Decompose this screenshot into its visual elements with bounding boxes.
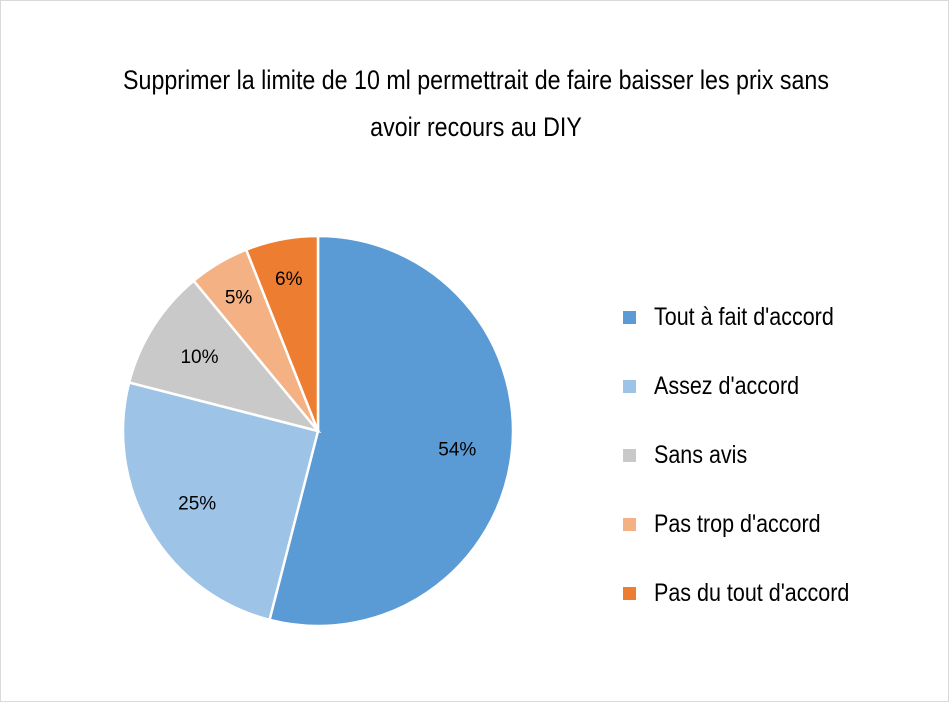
legend-swatch: [623, 449, 636, 462]
legend-label: Sans avis: [654, 441, 748, 469]
legend-item-4: Pas trop d'accord: [623, 490, 943, 559]
chart-legend: Tout à fait d'accord Assez d'accord Sans a…: [623, 283, 943, 628]
data-label-3: 10%: [180, 347, 218, 368]
legend-item-2: Assez d'accord: [623, 352, 943, 421]
legend-swatch: [623, 587, 636, 600]
legend-swatch: [623, 380, 636, 393]
pie-slice-3: [127, 278, 322, 434]
legend-label: Assez d'accord: [654, 372, 800, 400]
legend-item-3: Sans avis: [623, 421, 943, 490]
data-label-4: 5%: [225, 288, 253, 309]
legend-label: Pas trop d'accord: [654, 510, 821, 538]
legend-item-1: Tout à fait d'accord: [623, 283, 943, 352]
legend-swatch: [623, 311, 636, 324]
data-label-2: 25%: [178, 493, 216, 514]
data-label-5: 6%: [275, 269, 303, 290]
pie-slice-5: [244, 234, 320, 432]
legend-swatch: [623, 518, 636, 531]
legend-label: Pas du tout d'accord: [654, 579, 850, 607]
pie-slice-2: [121, 380, 320, 622]
chart-title: Supprimer la limite de 10 ml permettrait…: [123, 65, 829, 142]
legend-item-5: Pas du tout d'accord: [623, 559, 943, 628]
legend-label: Tout à fait d'accord: [654, 303, 834, 331]
data-label-1: 54%: [438, 440, 476, 461]
pie-slice-1: [267, 234, 515, 628]
